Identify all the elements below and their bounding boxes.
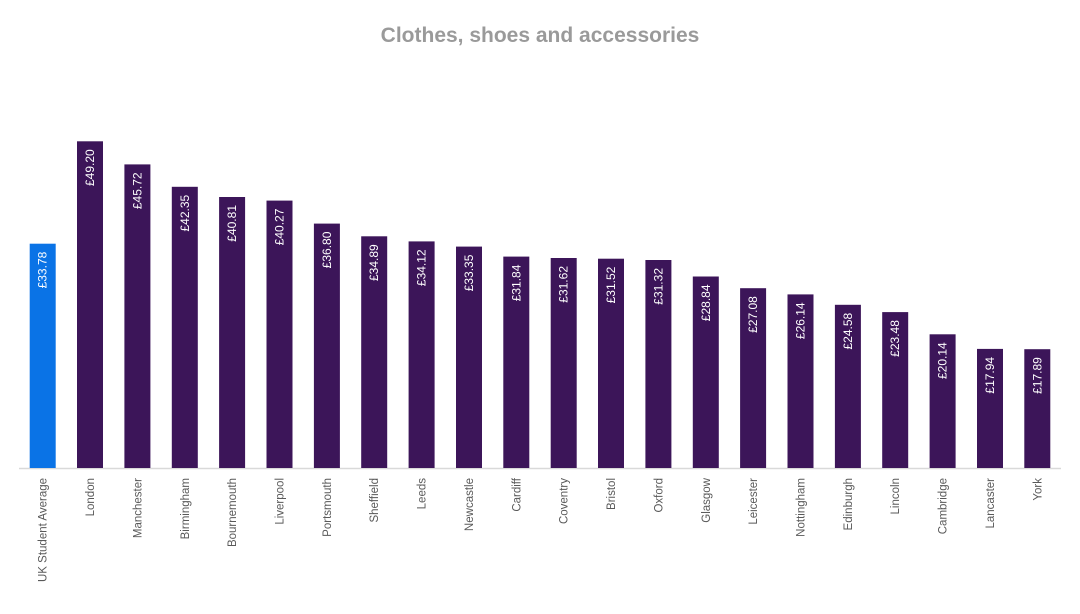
bar [29, 243, 56, 468]
bar [645, 260, 672, 468]
data-label: £34.12 [415, 249, 429, 286]
category-tick-label: York [1032, 478, 1044, 501]
data-label: £49.20 [83, 149, 97, 186]
category-tick-label: Birmingham [180, 478, 192, 539]
data-label: £31.52 [604, 266, 618, 303]
bar [882, 312, 909, 468]
bar [313, 223, 340, 468]
data-label: £26.14 [794, 302, 808, 339]
category-tick-label: Lincoln [890, 478, 902, 514]
category-tick-label: Leicester [748, 478, 760, 525]
bar [1024, 349, 1051, 468]
data-label: £31.84 [509, 264, 523, 301]
bar [77, 141, 103, 469]
bar [692, 276, 719, 468]
data-label: £40.81 [225, 205, 239, 242]
category-tick-label: Glasgow [701, 477, 713, 522]
data-label: £40.27 [273, 208, 287, 245]
category-tick-label: Cardiff [511, 477, 523, 511]
data-label: £31.62 [557, 266, 571, 303]
category-tick-label: Portsmouth [322, 478, 334, 537]
bar [787, 294, 814, 468]
category-tick-label: Lancaster [985, 478, 997, 529]
data-label: £45.72 [130, 172, 144, 209]
data-label: £34.89 [367, 244, 381, 281]
bar [408, 241, 435, 468]
bar [550, 258, 577, 468]
category-tick-label: Coventry [559, 478, 571, 524]
category-tick-label: Cambridge [938, 478, 950, 534]
data-label: £33.78 [36, 251, 50, 288]
category-tick-label: Nottingham [796, 478, 808, 537]
bar [456, 246, 482, 468]
data-label: £17.89 [1030, 357, 1044, 394]
data-label: £31.32 [651, 268, 665, 305]
data-label: £36.80 [320, 231, 334, 268]
category-tick-label: Oxford [653, 478, 665, 513]
category-tick-label: London [85, 478, 97, 516]
data-label: £23.48 [888, 320, 902, 357]
bar [740, 288, 767, 468]
bar [124, 164, 151, 468]
bar [929, 334, 956, 468]
category-tick-label: Bristol [606, 478, 618, 510]
bar [266, 200, 293, 468]
category-tick-label: Manchester [132, 478, 144, 538]
bar [219, 197, 246, 468]
bar [361, 236, 388, 468]
category-tick-label: Newcastle [464, 478, 476, 531]
bar [834, 304, 861, 468]
data-label: £24.58 [841, 312, 855, 349]
data-label: £27.08 [746, 296, 760, 333]
category-tick-label: Edinburgh [843, 478, 855, 530]
bar [171, 186, 198, 469]
data-label: £33.35 [462, 254, 476, 291]
bar [503, 256, 530, 468]
data-label: £20.14 [936, 342, 950, 379]
category-tick-label: Bournemouth [227, 478, 239, 547]
category-tick-label: Sheffield [369, 478, 381, 523]
category-tick-label: Leeds [417, 478, 429, 510]
category-tick-label: Liverpool [275, 478, 287, 525]
data-label: £42.35 [178, 194, 192, 231]
data-label: £17.94 [983, 357, 997, 394]
data-label: £28.84 [699, 284, 713, 321]
bar [598, 258, 624, 468]
chart-title: Clothes, shoes and accessories [380, 24, 700, 47]
category-tick-label: UK Student Average [38, 478, 50, 582]
bar [977, 348, 1003, 468]
